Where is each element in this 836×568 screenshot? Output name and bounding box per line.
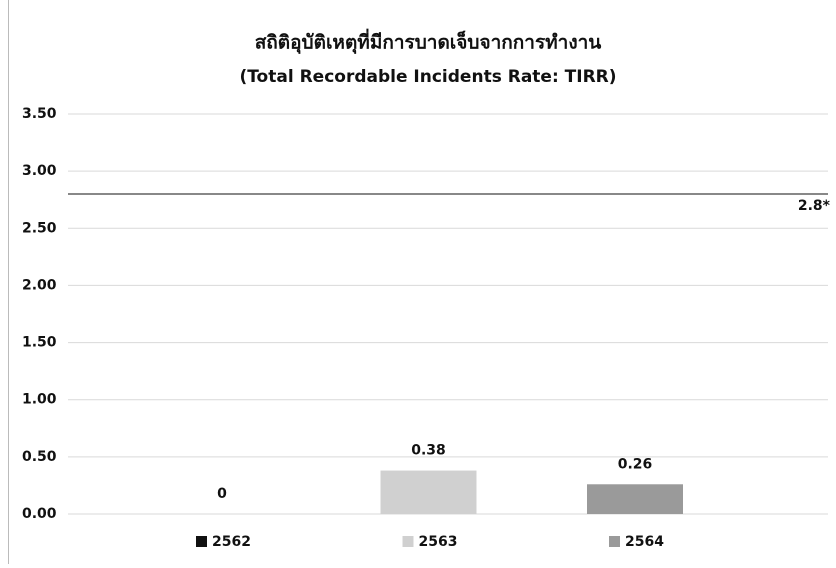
data-label: 0.38: [411, 443, 446, 459]
legend-swatch: [196, 536, 207, 547]
bar: [587, 484, 683, 514]
data-label: 0.26: [618, 456, 653, 472]
bar: [381, 471, 477, 514]
y-tick-label: 0.00: [22, 506, 57, 522]
chart-subtitle: (Total Recordable Incidents Rate: TIRR): [239, 67, 616, 87]
legend-swatch: [403, 536, 414, 547]
y-tick-label: 2.50: [22, 220, 57, 236]
y-tick-label: 1.00: [22, 392, 57, 408]
y-tick-label: 0.50: [22, 449, 57, 465]
legend-label: 2562: [212, 534, 251, 550]
y-tick-label: 2.00: [22, 277, 57, 293]
y-tick-label: 3.50: [22, 106, 57, 122]
chart-title: สถิติอุบัติเหตุที่มีการบาดเจ็บจากการทำงา…: [255, 29, 602, 55]
legend-swatch: [609, 536, 620, 547]
y-tick-label: 1.50: [22, 335, 57, 351]
reference-label: 2.8*: [798, 198, 831, 214]
legend-label: 2564: [625, 534, 664, 550]
data-label: 0: [217, 486, 227, 502]
legend-label: 2563: [419, 534, 458, 550]
y-tick-label: 3.00: [22, 163, 57, 179]
